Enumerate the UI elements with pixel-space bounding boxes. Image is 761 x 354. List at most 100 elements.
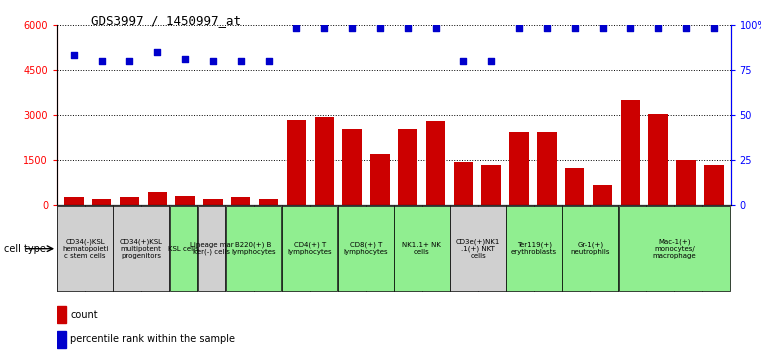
Bar xyxy=(591,205,618,292)
Point xyxy=(234,58,247,64)
Bar xyxy=(225,205,253,292)
Bar xyxy=(370,154,390,205)
Point xyxy=(513,25,525,31)
Bar xyxy=(338,205,366,292)
Text: CD4(+) T
lymphocytes: CD4(+) T lymphocytes xyxy=(288,242,332,256)
Point xyxy=(541,25,553,31)
Point xyxy=(680,25,692,31)
Bar xyxy=(618,205,646,292)
Point xyxy=(263,58,275,64)
Bar xyxy=(287,120,306,205)
Bar xyxy=(562,205,591,292)
Bar xyxy=(57,206,113,291)
Bar xyxy=(677,160,696,205)
Bar xyxy=(119,197,139,205)
Bar xyxy=(253,205,282,292)
Bar xyxy=(478,205,506,292)
Bar xyxy=(674,205,702,292)
Point xyxy=(68,53,80,58)
Text: KSL cells: KSL cells xyxy=(168,246,199,252)
Bar xyxy=(57,331,65,348)
Text: CD34(+)KSL
multipotent
progenitors: CD34(+)KSL multipotent progenitors xyxy=(119,239,163,259)
Bar xyxy=(113,205,142,292)
Bar xyxy=(282,206,337,291)
Bar xyxy=(57,205,85,292)
Bar xyxy=(338,206,393,291)
Bar xyxy=(142,205,169,292)
Bar xyxy=(426,121,445,205)
Point xyxy=(96,58,108,64)
Bar xyxy=(314,116,334,205)
Text: percentile rank within the sample: percentile rank within the sample xyxy=(70,334,235,344)
Text: CD8(+) T
lymphocytes: CD8(+) T lymphocytes xyxy=(343,242,388,256)
Point xyxy=(457,58,470,64)
Point xyxy=(318,25,330,31)
Text: count: count xyxy=(70,309,98,320)
Bar xyxy=(57,306,65,323)
Bar xyxy=(342,129,361,205)
Bar xyxy=(259,199,279,205)
Point xyxy=(429,25,441,31)
Bar xyxy=(450,205,478,292)
Bar xyxy=(85,205,113,292)
Bar xyxy=(648,114,668,205)
Bar xyxy=(534,205,562,292)
Point xyxy=(207,58,219,64)
Text: CD3e(+)NK1
.1(+) NKT
cells: CD3e(+)NK1 .1(+) NKT cells xyxy=(456,238,500,259)
Bar xyxy=(451,206,506,291)
Bar xyxy=(113,206,169,291)
Bar xyxy=(198,206,225,291)
Bar xyxy=(702,205,731,292)
Bar xyxy=(704,165,724,205)
Point xyxy=(346,25,358,31)
Text: cell type: cell type xyxy=(4,244,46,254)
Text: Lineage mar
ker(-) cells: Lineage mar ker(-) cells xyxy=(189,242,233,256)
Text: GDS3997 / 1450997_at: GDS3997 / 1450997_at xyxy=(91,14,241,27)
Bar xyxy=(92,199,111,205)
Bar xyxy=(506,206,562,291)
Text: Mac-1(+)
monocytes/
macrophage: Mac-1(+) monocytes/ macrophage xyxy=(653,239,696,259)
Bar xyxy=(562,206,618,291)
Bar xyxy=(197,205,225,292)
Bar xyxy=(619,206,731,291)
Point xyxy=(597,25,609,31)
Bar xyxy=(231,197,250,205)
Bar xyxy=(509,132,529,205)
Text: B220(+) B
lymphocytes: B220(+) B lymphocytes xyxy=(231,242,275,256)
Point xyxy=(624,25,636,31)
Point xyxy=(708,25,720,31)
Bar xyxy=(482,165,501,205)
Bar xyxy=(175,196,195,205)
Text: CD34(-)KSL
hematopoieti
c stem cells: CD34(-)KSL hematopoieti c stem cells xyxy=(62,239,108,259)
Point xyxy=(652,25,664,31)
Text: NK1.1+ NK
cells: NK1.1+ NK cells xyxy=(403,242,441,255)
Bar xyxy=(621,100,640,205)
Point xyxy=(485,58,497,64)
Bar xyxy=(366,205,393,292)
Bar xyxy=(398,129,418,205)
Bar xyxy=(506,205,534,292)
Text: Gr-1(+)
neutrophils: Gr-1(+) neutrophils xyxy=(571,242,610,256)
Bar xyxy=(226,206,282,291)
Bar xyxy=(593,185,613,205)
Bar xyxy=(64,197,84,205)
Bar xyxy=(394,206,450,291)
Bar xyxy=(170,206,197,291)
Bar xyxy=(422,205,450,292)
Point xyxy=(291,25,303,31)
Bar xyxy=(310,205,338,292)
Bar xyxy=(203,199,223,205)
Bar xyxy=(565,168,584,205)
Bar xyxy=(394,205,422,292)
Point xyxy=(179,56,191,62)
Bar xyxy=(169,205,197,292)
Point xyxy=(123,58,135,64)
Point xyxy=(151,49,164,55)
Bar xyxy=(454,162,473,205)
Bar xyxy=(282,205,310,292)
Bar xyxy=(148,192,167,205)
Point xyxy=(568,25,581,31)
Point xyxy=(374,25,386,31)
Point xyxy=(402,25,414,31)
Bar xyxy=(646,205,674,292)
